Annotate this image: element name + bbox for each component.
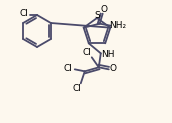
Text: NH: NH [101,50,115,59]
Text: Cl: Cl [20,9,28,18]
Text: S: S [94,11,100,21]
Text: Cl: Cl [82,48,91,57]
Text: O: O [100,5,107,14]
Text: NH₂: NH₂ [109,21,126,30]
Text: Cl: Cl [63,64,72,73]
Text: Cl: Cl [72,84,81,93]
Text: O: O [109,64,116,73]
